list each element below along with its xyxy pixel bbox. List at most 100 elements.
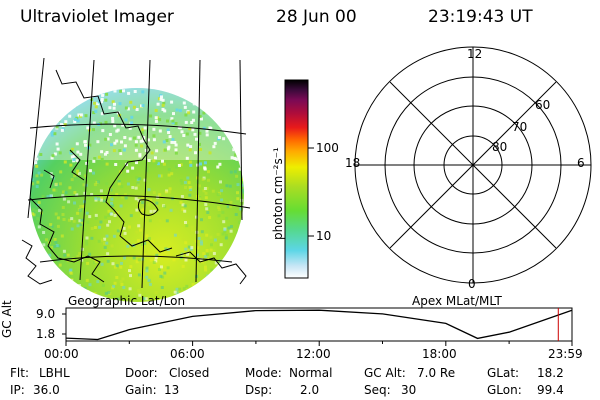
uv-speckle-pixel — [174, 122, 178, 125]
uv-speckle-pixel — [163, 205, 167, 209]
uv-speckle-pixel — [58, 263, 62, 267]
uv-speckle-pixel — [218, 162, 222, 166]
uv-speckle-pixel — [187, 111, 191, 115]
uv-speckle-pixel — [64, 281, 68, 285]
xtick-label-2359: 23:59 — [548, 347, 583, 361]
uv-speckle-pixel — [111, 204, 115, 208]
uv-speckle-pixel — [122, 285, 126, 289]
meridian-line — [141, 59, 151, 289]
uv-speckle-pixel — [85, 236, 89, 240]
uv-speckle-pixel — [126, 169, 130, 173]
uv-speckle-pixel — [137, 239, 140, 243]
uv-speckle-pixel — [219, 243, 223, 247]
dsp-value: 2.0 — [300, 383, 320, 397]
uv-speckle-pixel — [107, 291, 111, 295]
uv-speckle-pixel — [46, 195, 50, 199]
uv-speckle-pixel — [54, 212, 58, 216]
coastline — [55, 69, 173, 253]
uv-speckle-pixel — [69, 99, 73, 103]
uv-speckle-pixel — [171, 138, 175, 142]
uv-speckle-pixel — [160, 95, 163, 99]
uv-speckle-pixel — [207, 299, 211, 302]
meridian-line — [27, 57, 45, 219]
uv-speckle-pixel — [227, 293, 231, 297]
uv-speckle-pixel — [239, 207, 243, 211]
uv-speckle-pixel — [54, 182, 58, 186]
image-panel-label: Geographic Lat/Lon — [68, 294, 186, 308]
uv-speckle-pixel — [183, 204, 187, 208]
uv-speckle-pixel — [50, 130, 54, 134]
uv-speckle-pixel — [199, 148, 202, 151]
uv-speckle-pixel — [232, 148, 236, 152]
uv-speckle-pixel — [58, 280, 62, 283]
uv-speckle-pixel — [219, 180, 222, 184]
uv-speckle-pixel — [226, 101, 230, 105]
uv-speckle-pixel — [106, 137, 110, 141]
uv-speckle-pixel — [55, 244, 59, 247]
uv-speckle-pixel — [240, 221, 244, 225]
uv-speckle-pixel — [100, 196, 103, 200]
uv-speckle-pixel — [50, 224, 54, 228]
uv-speckle-pixel — [196, 246, 199, 250]
uv-speckle-pixel — [52, 286, 55, 289]
uv-speckle-pixel — [204, 203, 208, 206]
uv-speckle-pixel — [42, 295, 46, 299]
uv-speckle-pixel — [188, 127, 192, 131]
uv-speckle-pixel — [93, 101, 97, 105]
uv-speckle-pixel — [192, 110, 196, 114]
uv-speckle-pixel — [84, 143, 87, 147]
uv-speckle-pixel — [191, 118, 195, 122]
altitude-strip-frame — [65, 307, 573, 342]
uv-speckle-pixel — [237, 148, 241, 152]
uv-speckle-pixel — [210, 105, 213, 109]
uv-speckle-pixel — [197, 237, 201, 240]
uv-speckle-pixel — [229, 200, 233, 204]
uv-speckle-pixel — [141, 128, 145, 132]
uv-speckle-pixel — [178, 109, 182, 113]
uv-speckle-pixel — [237, 147, 241, 151]
uv-speckle-pixel — [54, 240, 58, 244]
uv-speckle-pixel — [241, 228, 244, 232]
uv-speckle-pixel — [80, 221, 84, 225]
uv-speckle-pixel — [241, 144, 244, 148]
uv-speckle-pixel — [200, 98, 204, 102]
uv-speckle-pixel — [110, 244, 114, 248]
uv-speckle-pixel — [74, 89, 78, 93]
uv-speckle-pixel — [162, 140, 166, 144]
uv-speckle-pixel — [111, 117, 115, 120]
uv-speckle-pixel — [216, 232, 220, 236]
uv-speckle-pixel — [131, 186, 135, 189]
mlt-label-6: 6 — [577, 156, 585, 170]
uv-speckle-pixel — [120, 195, 124, 199]
uv-speckle-pixel — [184, 120, 188, 124]
uv-speckle-pixel — [53, 114, 57, 118]
uv-speckle-pixel — [192, 93, 196, 97]
uv-speckle-pixel — [80, 218, 84, 222]
uv-speckle-pixel — [152, 191, 156, 195]
uv-speckle-pixel — [137, 291, 141, 295]
uv-speckle-pixel — [48, 123, 52, 127]
uv-speckle-pixel — [115, 193, 119, 197]
uv-speckle-pixel — [46, 277, 50, 280]
dsp-label: Dsp: — [245, 383, 273, 397]
uv-speckle-pixel — [75, 142, 79, 146]
uv-speckle-pixel — [38, 114, 42, 118]
uv-speckle-pixel — [79, 152, 83, 156]
uv-speckle-pixel — [60, 249, 63, 253]
uv-speckle-pixel — [180, 195, 184, 198]
uv-speckle-pixel — [245, 182, 248, 185]
uv-speckle-pixel — [241, 178, 244, 181]
uv-speckle-pixel — [64, 90, 68, 94]
uv-speckle-pixel — [50, 246, 54, 249]
uv-speckle-pixel — [50, 156, 54, 160]
uv-speckle-pixel — [50, 294, 54, 298]
uv-speckle-pixel — [208, 151, 212, 155]
uv-speckle-pixel — [239, 295, 243, 299]
uv-speckle-pixel — [172, 258, 176, 262]
uv-speckle-pixel — [161, 108, 165, 111]
uv-speckle-pixel — [48, 253, 52, 257]
uv-speckle-pixel — [154, 119, 158, 123]
uv-speckle-pixel — [124, 193, 127, 196]
uv-speckle-pixel — [113, 141, 117, 145]
uv-speckle-pixel — [129, 274, 132, 278]
